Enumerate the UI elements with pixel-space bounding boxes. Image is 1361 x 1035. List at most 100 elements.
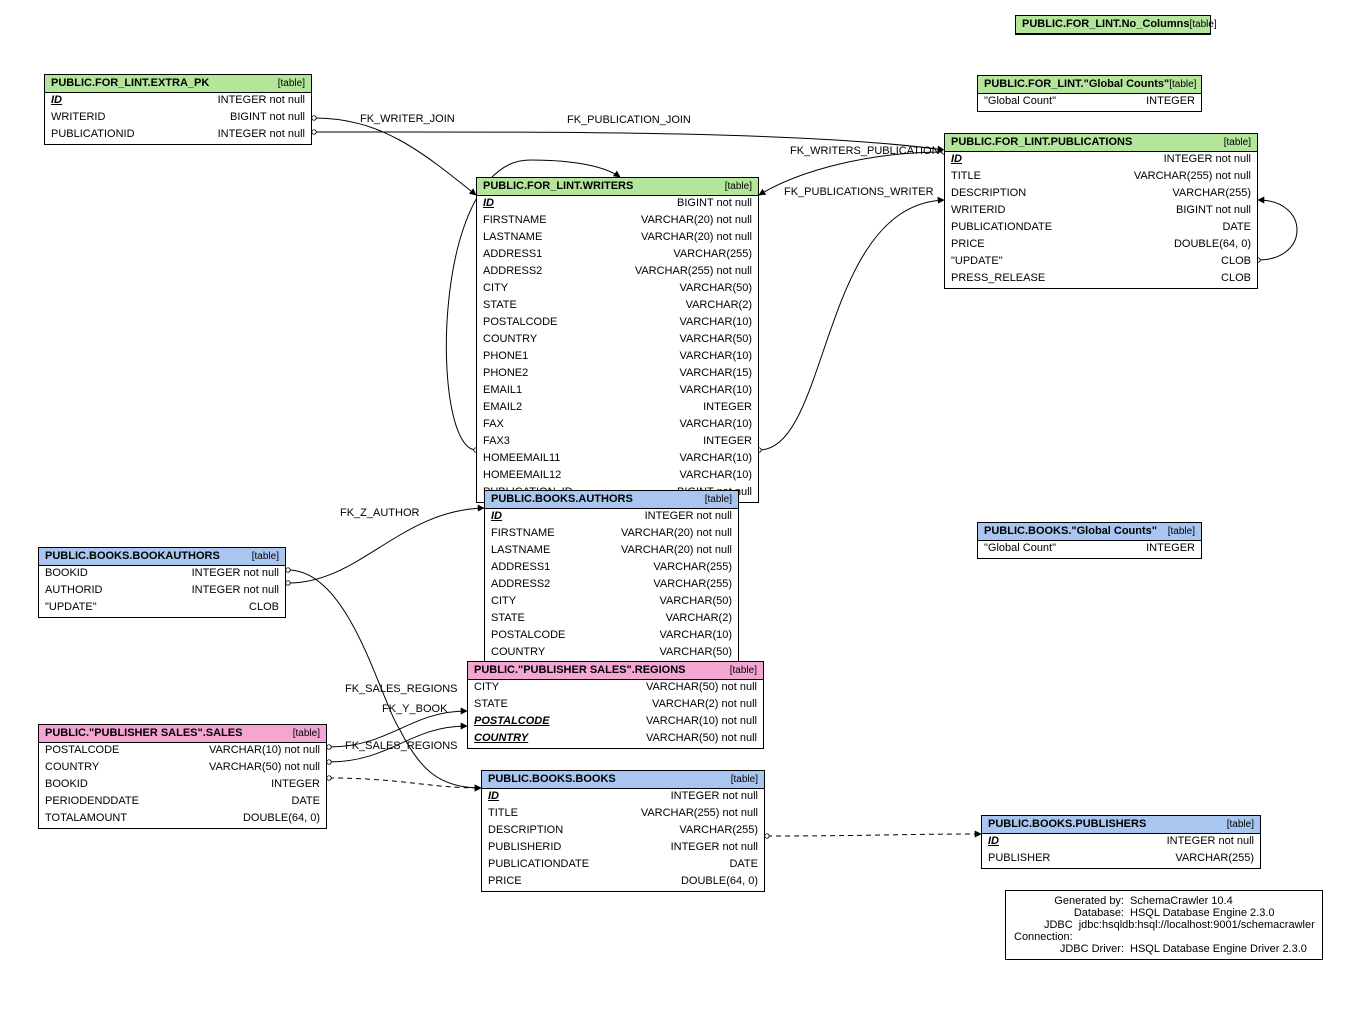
column-row: "UPDATE"CLOB	[39, 600, 285, 617]
column-type: CLOB	[1221, 255, 1251, 270]
footer-row: JDBC Driver:HSQL Database Engine Driver …	[1014, 943, 1314, 955]
table-title: PUBLIC.BOOKS.AUTHORS	[491, 493, 633, 505]
column-row: POSTALCODEVARCHAR(10) not null	[39, 743, 326, 760]
column-name: FAX	[483, 418, 504, 433]
column-row: PUBLISHERIDINTEGER not null	[482, 840, 764, 857]
table-type-label: [table]	[293, 728, 320, 739]
column-name: COUNTRY	[491, 646, 545, 661]
edge-label: FK_SALES_REGIONS	[345, 683, 458, 695]
column-name: CITY	[474, 681, 499, 696]
table-header: PUBLIC.BOOKS.BOOKS[table]	[482, 771, 764, 789]
column-type: DATE	[729, 858, 758, 873]
column-type: CLOB	[249, 601, 279, 616]
column-type: VARCHAR(20) not null	[621, 527, 732, 542]
table-type-label: [table]	[252, 551, 279, 562]
column-type: VARCHAR(10)	[679, 316, 752, 331]
table-header: PUBLIC."PUBLISHER SALES".REGIONS [table]	[468, 662, 763, 680]
column-name: PRICE	[488, 875, 522, 890]
column-row: PERIODENDDATEDATE	[39, 794, 326, 811]
table-title: PUBLIC."PUBLISHER SALES".REGIONS	[474, 664, 686, 676]
column-type: VARCHAR(10)	[679, 418, 752, 433]
column-name: TITLE	[488, 807, 518, 822]
table-title: PUBLIC.BOOKS.BOOKS	[488, 773, 616, 785]
column-row: ADDRESS1VARCHAR(255)	[485, 560, 738, 577]
column-type: DATE	[1222, 221, 1251, 236]
column-row: "Global Count"INTEGER	[978, 541, 1201, 558]
table-title: PUBLIC.FOR_LINT.WRITERS	[483, 180, 633, 192]
table-type-label: [table]	[705, 494, 732, 505]
table-title: PUBLIC.BOOKS.BOOKAUTHORS	[45, 550, 220, 562]
column-type: VARCHAR(50) not null	[646, 732, 757, 747]
footer-row: Database:HSQL Database Engine 2.3.0	[1014, 907, 1314, 919]
column-row: ADDRESS1VARCHAR(255)	[477, 247, 758, 264]
column-row: PHONE2VARCHAR(15)	[477, 366, 758, 383]
column-type: VARCHAR(15)	[679, 367, 752, 382]
edge-fk_z_author	[288, 508, 484, 583]
column-name: STATE	[491, 612, 525, 627]
column-type: VARCHAR(255) not null	[1134, 170, 1251, 185]
column-row: CITY VARCHAR(50) not null	[468, 680, 763, 697]
column-type: VARCHAR(255)	[1175, 852, 1254, 867]
column-name: EMAIL2	[483, 401, 522, 416]
edge-pub_writer_loop	[1258, 200, 1297, 260]
column-type: INTEGER	[703, 435, 752, 450]
column-row: IDBIGINT not null	[477, 196, 758, 213]
footer-label: JDBC Connection:	[1014, 919, 1079, 943]
column-row: COUNTRY VARCHAR(50)	[485, 645, 738, 662]
table-books: PUBLIC.BOOKS.BOOKS[table]IDINTEGER not n…	[481, 770, 765, 892]
column-row: AUTHORIDINTEGER not null	[39, 583, 285, 600]
column-name: WRITERID	[51, 111, 105, 126]
column-type: VARCHAR(2)	[686, 299, 752, 314]
footer-row: Generated by:SchemaCrawler 10.4	[1014, 895, 1314, 907]
column-name: "Global Count"	[984, 542, 1056, 557]
column-name: POSTALCODE	[474, 715, 550, 730]
table-type-label: [table]	[730, 665, 757, 676]
column-name: PRESS_RELEASE	[951, 272, 1045, 287]
column-type: VARCHAR(50) not null	[646, 681, 757, 696]
column-name: ID	[483, 197, 494, 212]
column-name: TITLE	[951, 170, 981, 185]
column-name: LASTNAME	[491, 544, 550, 559]
column-type: BIGINT not null	[230, 111, 305, 126]
column-type: VARCHAR(50)	[659, 646, 732, 661]
column-row: EMAIL2 INTEGER	[477, 400, 758, 417]
column-row: IDINTEGER not null	[982, 834, 1260, 851]
diagram-canvas: { "colors": { "green": "#b3e59b", "blue"…	[0, 0, 1361, 1035]
column-type: INTEGER	[703, 401, 752, 416]
column-type: VARCHAR(2)	[666, 612, 732, 627]
column-type: VARCHAR(10)	[679, 384, 752, 399]
column-row: DESCRIPTIONVARCHAR(255)	[945, 186, 1257, 203]
column-name: AUTHORID	[45, 584, 102, 599]
column-name: POSTALCODE	[491, 629, 565, 644]
table-sales: PUBLIC."PUBLISHER SALES".SALES [table] POS…	[38, 724, 327, 829]
column-row: PUBLICATIONIDINTEGER not null	[45, 127, 311, 144]
column-name: PERIODENDDATE	[45, 795, 139, 810]
edge-fk_publications_writer	[759, 200, 944, 450]
column-type: VARCHAR(10)	[679, 350, 752, 365]
column-row: "Global Count"INTEGER	[978, 94, 1201, 111]
table-extra_pk: PUBLIC.FOR_LINT.EXTRA_PK[table]IDINTEGER…	[44, 74, 312, 145]
column-name: FIRSTNAME	[483, 214, 547, 229]
column-type: VARCHAR(255) not null	[635, 265, 752, 280]
column-type: VARCHAR(10) not null	[209, 744, 320, 759]
column-name: TOTALAMOUNT	[45, 812, 127, 827]
column-name: FAX3	[483, 435, 510, 450]
column-type: CLOB	[1221, 272, 1251, 287]
table-header: PUBLIC.FOR_LINT.PUBLICATIONS[table]	[945, 134, 1257, 152]
column-row: WRITERIDBIGINT not null	[945, 203, 1257, 220]
table-header: PUBLIC.FOR_LINT.WRITERS[table]	[477, 178, 758, 196]
column-name: POSTALCODE	[483, 316, 557, 331]
column-name: ID	[491, 510, 502, 525]
column-type: VARCHAR(50)	[659, 595, 732, 610]
column-type: VARCHAR(50)	[679, 282, 752, 297]
column-name: ID	[488, 790, 499, 805]
column-type: VARCHAR(255)	[679, 824, 758, 839]
column-type: DOUBLE(64, 0)	[681, 875, 758, 890]
table-header: PUBLIC.FOR_LINT.EXTRA_PK[table]	[45, 75, 311, 93]
column-row: PRICE DOUBLE(64, 0)	[482, 874, 764, 891]
column-name: ID	[951, 153, 962, 168]
column-row: COUNTRYVARCHAR(50) not null	[468, 731, 763, 748]
column-type: VARCHAR(10)	[679, 469, 752, 484]
table-title: PUBLIC."PUBLISHER SALES".SALES	[45, 727, 242, 739]
footer-value: jdbc:hsqldb:hsql://localhost:9001/schema…	[1079, 919, 1315, 943]
